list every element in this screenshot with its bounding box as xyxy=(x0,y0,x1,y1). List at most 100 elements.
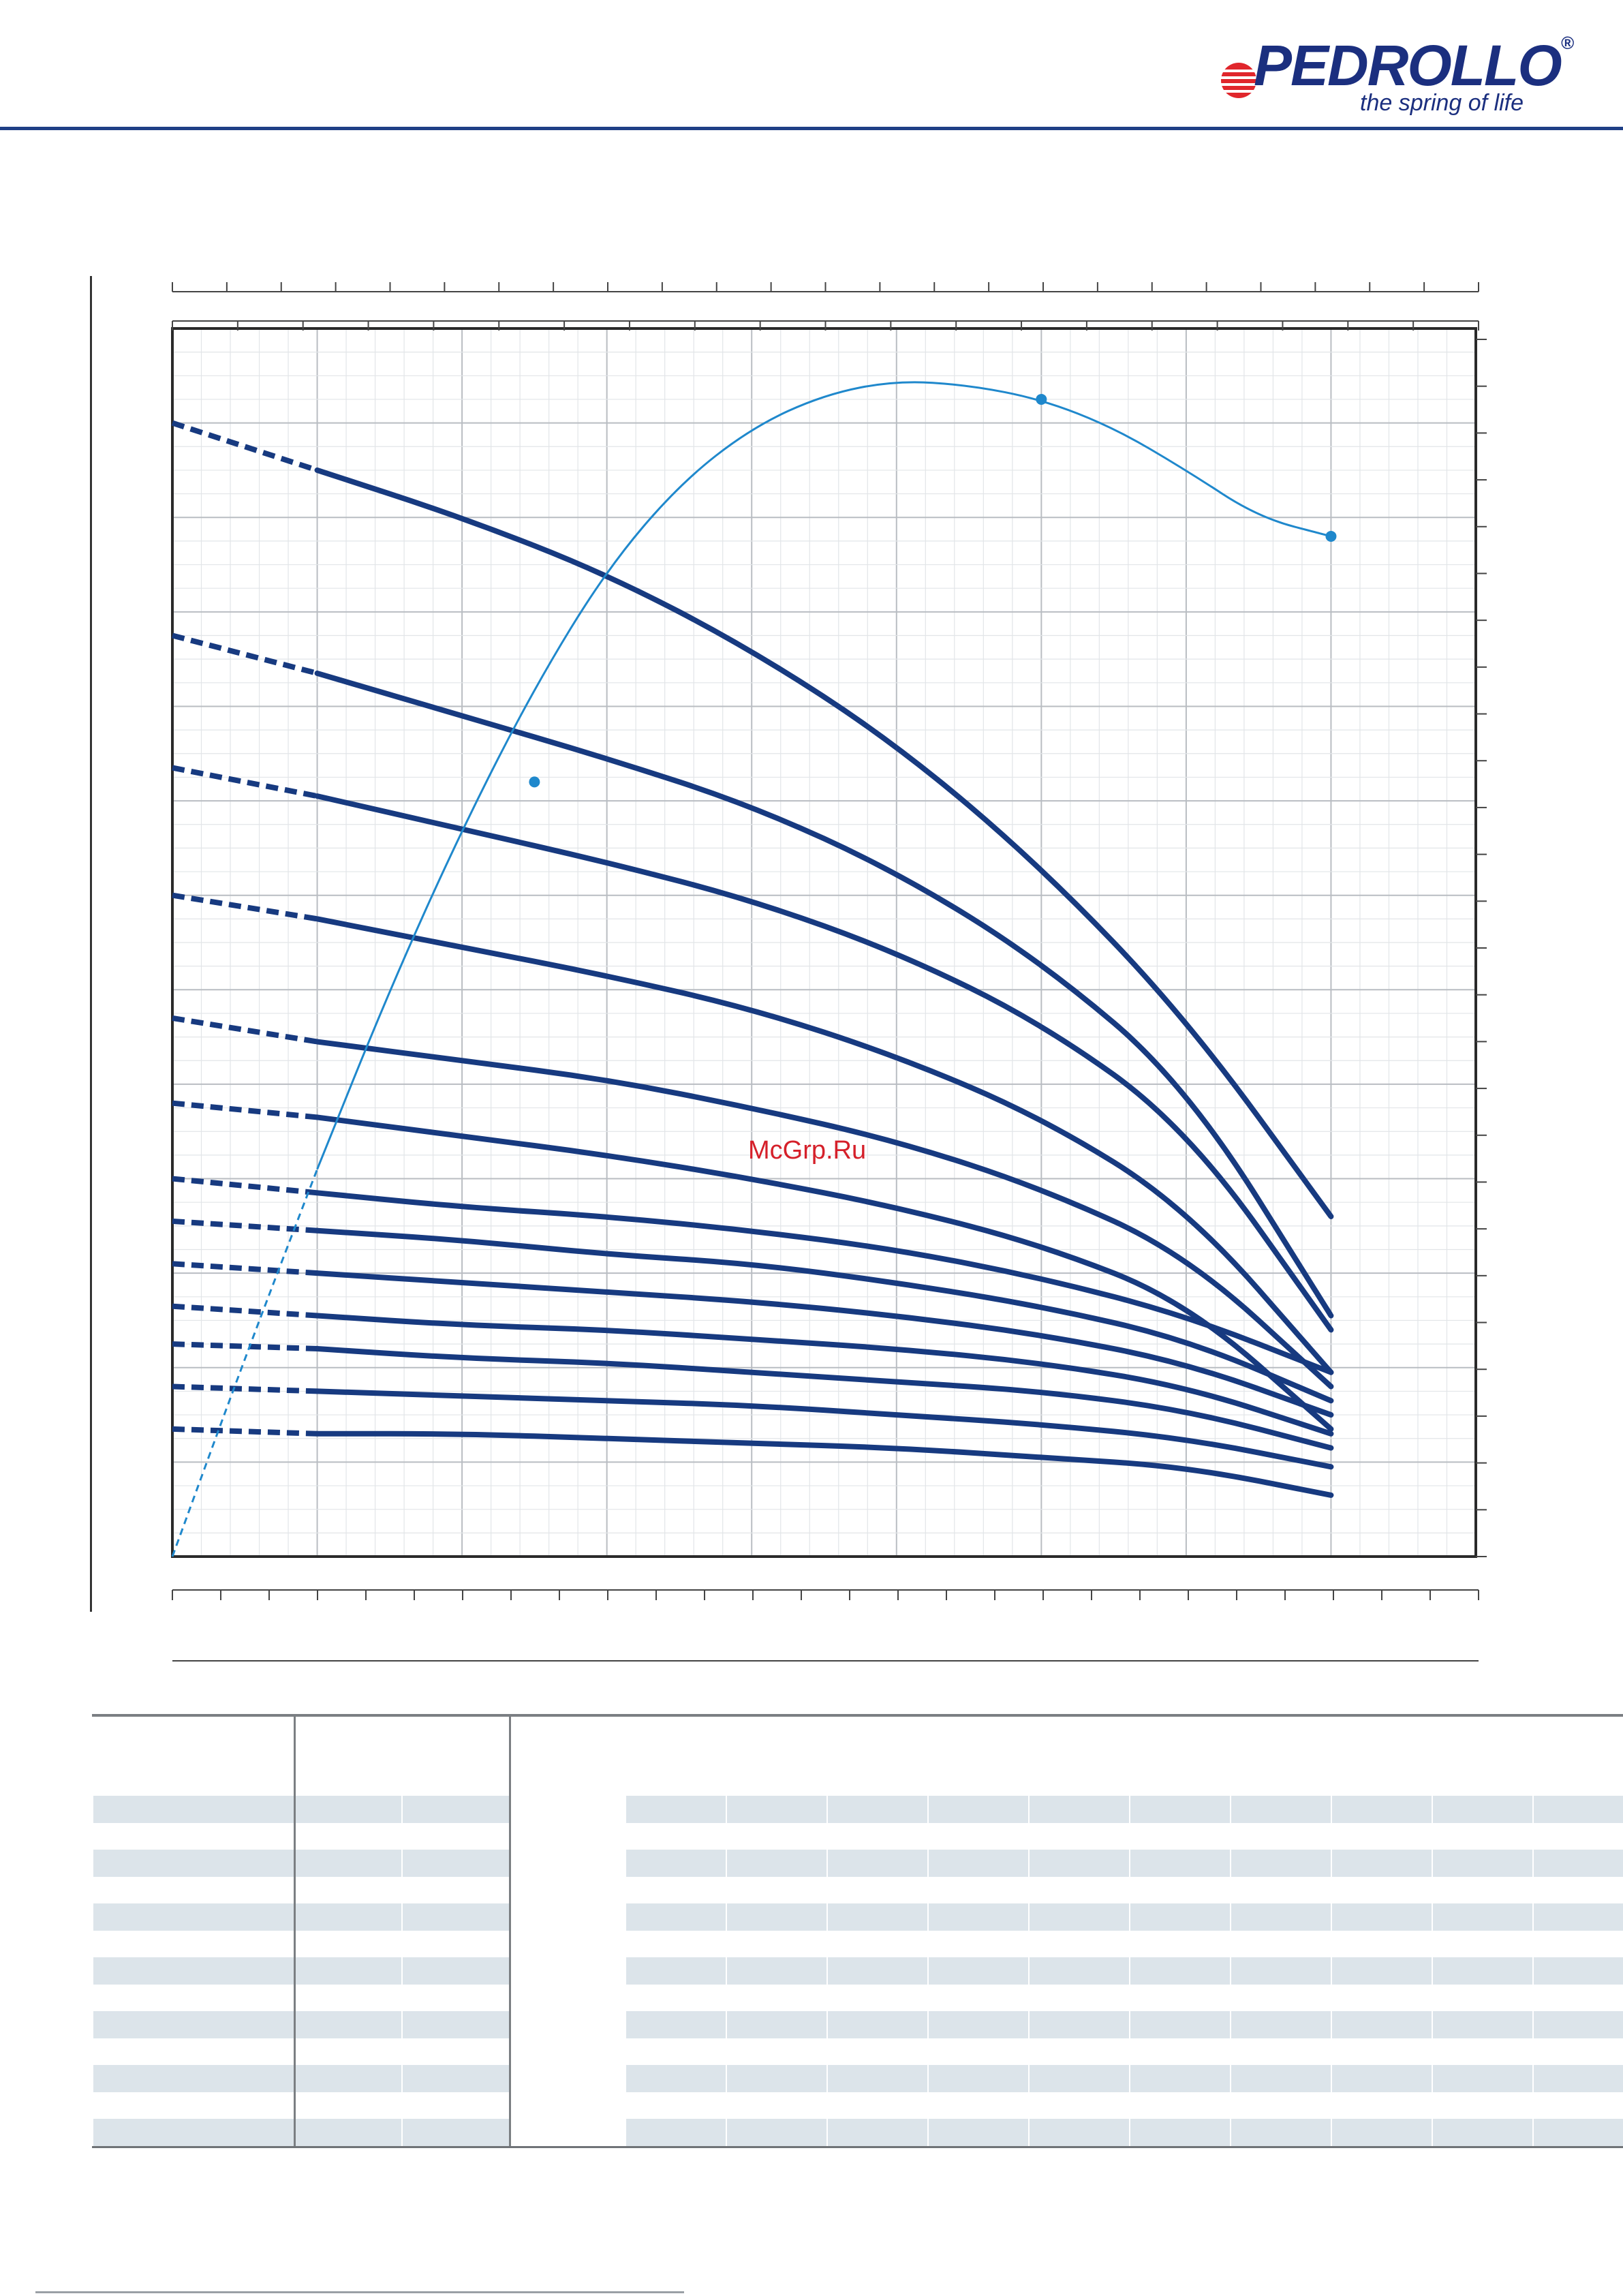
table-cell xyxy=(826,1957,928,1985)
table-cell xyxy=(1532,1930,1623,1957)
table-cell xyxy=(1129,1796,1231,1823)
table-header-cell xyxy=(927,1714,1029,1796)
table-cell xyxy=(1230,2011,1331,2038)
table-cell xyxy=(1129,1930,1231,1957)
table-cell xyxy=(508,1903,625,1931)
table-cell xyxy=(625,1822,726,1850)
table-cell xyxy=(1532,1984,1623,2011)
table-row xyxy=(92,1903,1623,1931)
table-cell xyxy=(726,1903,827,1931)
table-cell xyxy=(1432,2092,1533,2119)
table-cell xyxy=(625,2038,726,2065)
table-cell xyxy=(1432,1957,1533,1985)
table-cell xyxy=(1028,1876,1130,1903)
table-cell xyxy=(508,2011,625,2038)
table-cell xyxy=(293,2065,402,2092)
plot-frame xyxy=(171,327,1477,1558)
table-cell xyxy=(927,1876,1029,1903)
table-cell xyxy=(1129,2119,1231,2148)
table-cell xyxy=(1230,1984,1331,2011)
table-cell xyxy=(625,1796,726,1823)
table-cell xyxy=(1331,1822,1432,1850)
table-cell xyxy=(726,1850,827,1877)
table-cell xyxy=(293,2038,402,2065)
table-cell xyxy=(293,1876,402,1903)
table-cell xyxy=(1532,1876,1623,1903)
table-row xyxy=(92,2092,1623,2119)
table-cell xyxy=(625,2065,726,2092)
table-cell xyxy=(1230,2092,1331,2119)
table-cell xyxy=(1532,2038,1623,2065)
table-cell xyxy=(1230,1957,1331,1985)
table-cell xyxy=(508,1984,625,2011)
table-row xyxy=(92,1876,1623,1903)
table-cell xyxy=(401,1930,510,1957)
table-cell xyxy=(293,2011,402,2038)
table-row xyxy=(92,1796,1623,1823)
pump-curve-dashed-start xyxy=(172,1100,318,1120)
table-cell xyxy=(927,2119,1029,2148)
table-cell xyxy=(1331,1930,1432,1957)
table-cell xyxy=(92,2092,294,2119)
table-cell xyxy=(625,1984,726,2011)
table-cell xyxy=(92,1796,294,1823)
table-cell xyxy=(1331,2011,1432,2038)
table-cell xyxy=(826,1822,928,1850)
table-row xyxy=(92,2011,1623,2038)
table-row xyxy=(92,1930,1623,1957)
brand-tagline: the spring of life xyxy=(1360,90,1524,116)
table-header-cell xyxy=(508,1714,625,1796)
pump-curve xyxy=(314,1114,1334,1432)
left-margin-rule xyxy=(90,276,92,1612)
table-header-cell xyxy=(1230,1714,1331,1796)
efficiency-curve-dashed xyxy=(171,1169,318,1557)
table-cell xyxy=(293,1930,402,1957)
table-cell xyxy=(625,1930,726,1957)
table-cell xyxy=(401,2038,510,2065)
table-cell xyxy=(1432,2119,1533,2148)
table-cell xyxy=(1129,1957,1231,1985)
table-cell xyxy=(508,2119,625,2148)
table-cell xyxy=(1230,1876,1331,1903)
pump-curve xyxy=(314,916,1334,1375)
table-cell xyxy=(1028,1957,1130,1985)
table-row xyxy=(92,1822,1623,1850)
table-cell xyxy=(92,1876,294,1903)
table-cell xyxy=(92,1903,294,1931)
table-cell xyxy=(1129,1984,1231,2011)
table-cell xyxy=(293,2119,402,2148)
table-cell xyxy=(826,2065,928,2092)
table-cell xyxy=(401,1957,510,1985)
table-cell xyxy=(1532,1822,1623,1850)
table-cell xyxy=(1129,1850,1231,1877)
pump-curve-dashed-start xyxy=(172,1176,318,1196)
watermark-text: McGrp.Ru xyxy=(748,1136,866,1165)
pump-curve-dashed-start xyxy=(172,1015,318,1045)
table-cell xyxy=(826,1876,928,1903)
table-cell xyxy=(927,2011,1029,2038)
table-cell xyxy=(508,1822,625,1850)
table-cell xyxy=(401,1796,510,1823)
table-cell xyxy=(726,1876,827,1903)
table-cell xyxy=(401,1984,510,2011)
table-cell xyxy=(1532,2065,1623,2092)
table-cell xyxy=(826,2092,928,2119)
table-cell xyxy=(92,2119,294,2148)
table-cell xyxy=(927,1850,1029,1877)
table-header-cell xyxy=(401,1714,510,1796)
table-cell xyxy=(1331,1796,1432,1823)
table-cell xyxy=(826,2011,928,2038)
table-cell xyxy=(92,1822,294,1850)
table-cell xyxy=(1532,2092,1623,2119)
table-cell xyxy=(826,1903,928,1931)
table-cell xyxy=(1532,1796,1623,1823)
pedrollo-logo-mark xyxy=(1221,63,1256,98)
table-cell xyxy=(726,2119,827,2148)
table-cell xyxy=(508,1957,625,1985)
table-cell xyxy=(625,1876,726,1903)
table-cell xyxy=(92,1850,294,1877)
table-cell xyxy=(293,2092,402,2119)
table-cell xyxy=(401,1850,510,1877)
table-cell xyxy=(1129,2065,1231,2092)
table-header-cell xyxy=(1028,1714,1130,1796)
